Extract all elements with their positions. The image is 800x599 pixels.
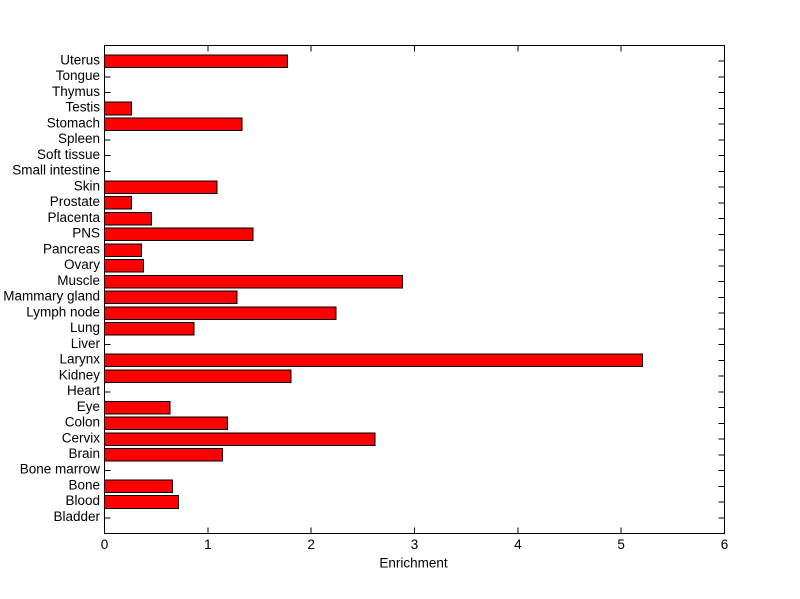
svg-text:Muscle: Muscle: [57, 273, 100, 288]
svg-text:Thymus: Thymus: [52, 84, 100, 99]
svg-text:Tongue: Tongue: [56, 68, 100, 83]
svg-text:Cervix: Cervix: [62, 430, 101, 445]
svg-text:PNS: PNS: [72, 226, 100, 241]
svg-text:Larynx: Larynx: [59, 352, 100, 367]
svg-text:4: 4: [514, 537, 522, 552]
svg-text:5: 5: [617, 537, 625, 552]
svg-text:1: 1: [204, 537, 212, 552]
svg-text:2: 2: [307, 537, 315, 552]
svg-text:Lung: Lung: [70, 320, 100, 335]
svg-text:Ovary: Ovary: [64, 257, 100, 272]
svg-text:Prostate: Prostate: [50, 194, 100, 209]
svg-text:Uterus: Uterus: [60, 52, 100, 67]
svg-text:Lymph node: Lymph node: [26, 304, 100, 319]
svg-text:Small intestine: Small intestine: [12, 163, 100, 178]
svg-text:Eye: Eye: [77, 399, 100, 414]
svg-text:Liver: Liver: [71, 336, 101, 351]
svg-text:Stomach: Stomach: [47, 115, 100, 130]
svg-text:Soft tissue: Soft tissue: [37, 147, 100, 162]
svg-text:Kidney: Kidney: [59, 367, 101, 382]
svg-text:0: 0: [101, 537, 109, 552]
svg-text:Heart: Heart: [67, 383, 100, 398]
svg-text:Skin: Skin: [74, 178, 100, 193]
svg-text:Bone: Bone: [68, 477, 100, 492]
svg-text:3: 3: [411, 537, 419, 552]
svg-text:Colon: Colon: [65, 415, 100, 430]
svg-text:Mammary gland: Mammary gland: [3, 289, 100, 304]
svg-text:Brain: Brain: [68, 446, 100, 461]
svg-text:Pancreas: Pancreas: [43, 241, 100, 256]
svg-text:Placenta: Placenta: [47, 210, 100, 225]
svg-text:Testis: Testis: [65, 100, 100, 115]
svg-text:Blood: Blood: [65, 493, 100, 508]
svg-text:6: 6: [721, 537, 729, 552]
svg-text:Enrichment: Enrichment: [379, 556, 448, 571]
svg-text:Bladder: Bladder: [53, 509, 100, 524]
svg-text:Bone marrow: Bone marrow: [20, 462, 101, 477]
svg-text:Spleen: Spleen: [58, 131, 100, 146]
